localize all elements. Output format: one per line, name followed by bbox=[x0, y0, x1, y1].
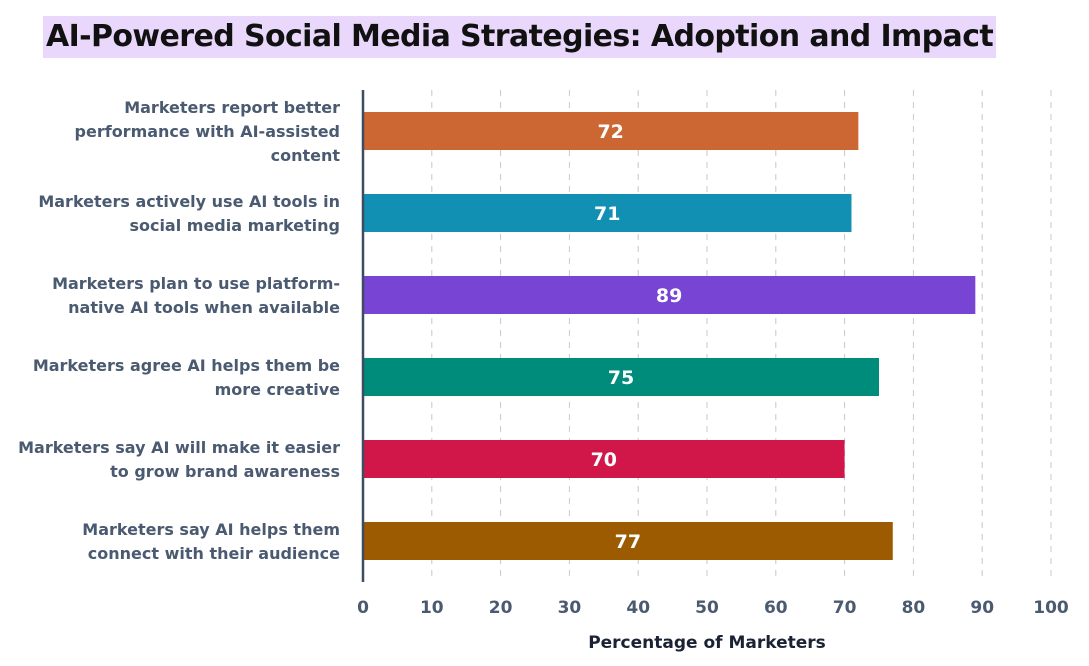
y-category-label-line: Marketers actively use AI tools in bbox=[38, 192, 340, 211]
y-category-label: Marketers say AI will make it easier to g… bbox=[18, 438, 340, 481]
chart-title: AI-Powered Social Media Strategies: Adop… bbox=[43, 16, 997, 58]
bar-value-label: 77 bbox=[615, 531, 641, 553]
y-category-label-line: more creative bbox=[215, 380, 341, 399]
x-tick-label: 40 bbox=[626, 598, 650, 618]
y-category-label-line: social media marketing bbox=[129, 216, 340, 235]
y-category-label: Marketers say AI helps them connect with … bbox=[82, 520, 340, 563]
y-category-label-line: Marketers plan to use platform- bbox=[52, 274, 340, 293]
y-category-label-line: content bbox=[271, 146, 341, 165]
x-tick-label: 0 bbox=[357, 598, 369, 618]
bar bbox=[363, 358, 879, 396]
x-tick-label: 60 bbox=[764, 598, 788, 618]
y-category-label-line: to grow brand awareness bbox=[110, 462, 340, 481]
y-category-label-line: Marketers say AI will make it easier bbox=[18, 438, 340, 457]
x-tick-label: 20 bbox=[489, 598, 513, 618]
x-tick-label: 80 bbox=[902, 598, 926, 618]
bar-value-label: 75 bbox=[608, 367, 634, 389]
y-category-label: Marketers actively use AI tools in social… bbox=[38, 192, 340, 235]
bar-value-label: 70 bbox=[591, 449, 617, 471]
y-category-label-line: Marketers report better bbox=[124, 98, 340, 117]
y-category-label-line: Marketers say AI helps them bbox=[82, 520, 340, 539]
x-tick-label: 70 bbox=[833, 598, 857, 618]
bar-value-label: 72 bbox=[597, 121, 623, 143]
y-category-label: Marketers agree AI helps them be more cre… bbox=[33, 356, 340, 399]
bar bbox=[363, 276, 976, 314]
y-category-label-line: connect with their audience bbox=[88, 544, 340, 563]
y-category-label-line: Marketers agree AI helps them be bbox=[33, 356, 340, 375]
x-tick-label: 10 bbox=[420, 598, 444, 618]
x-tick-label: 100 bbox=[1033, 598, 1069, 618]
y-category-label: Marketers report better performance with … bbox=[75, 98, 341, 165]
x-tick-label: 50 bbox=[695, 598, 719, 618]
x-tick-label: 90 bbox=[970, 598, 994, 618]
x-axis-label: Percentage of Marketers bbox=[588, 633, 826, 653]
bar bbox=[363, 112, 859, 150]
bar bbox=[363, 440, 845, 478]
bar bbox=[363, 194, 852, 232]
y-category-label: Marketers plan to use platform-native AI… bbox=[52, 274, 340, 317]
bar-value-label: 71 bbox=[594, 203, 620, 225]
bar-value-label: 89 bbox=[656, 285, 682, 307]
bar bbox=[363, 522, 893, 560]
y-category-label-line: native AI tools when available bbox=[68, 298, 340, 317]
y-category-label-line: performance with AI-assisted bbox=[75, 122, 340, 141]
x-tick-label: 30 bbox=[558, 598, 582, 618]
